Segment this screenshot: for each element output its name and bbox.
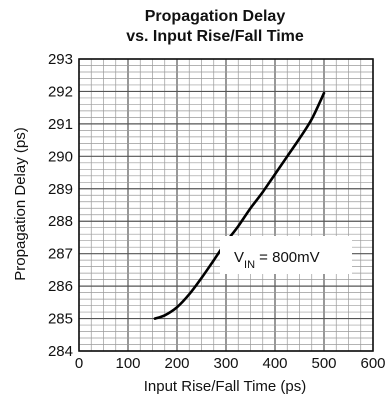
- annotation-rest: = 800mV: [255, 249, 320, 266]
- x-tick-label: 400: [262, 355, 287, 372]
- chart-subtitle: vs. Input Rise/Fall Time: [126, 28, 304, 45]
- annotation-text: VIN = 800mV: [234, 249, 320, 271]
- x-tick-label: 600: [360, 355, 385, 372]
- series-line: [153, 91, 326, 320]
- y-tick-label: 286: [48, 278, 73, 295]
- y-tick-label: 287: [48, 246, 73, 263]
- plot-border: [78, 58, 374, 352]
- y-tick-label: 284: [48, 343, 73, 360]
- grid: [78, 58, 374, 352]
- x-tick-label: 300: [213, 355, 238, 372]
- x-tick-label: 500: [311, 355, 336, 372]
- series-layer: [153, 91, 326, 320]
- y-axis-label: Propagation Delay (ps): [12, 127, 29, 280]
- plot-frame: [78, 58, 374, 352]
- annotation-sub: IN: [244, 259, 255, 271]
- y-tick-label: 285: [48, 311, 73, 328]
- y-tick-label: 293: [48, 51, 73, 68]
- x-axis-label: Input Rise/Fall Time (ps): [144, 378, 307, 395]
- y-tick-label: 288: [48, 213, 73, 230]
- x-tick-label: 0: [75, 355, 83, 372]
- y-tick-label: 289: [48, 181, 73, 198]
- x-tick-label: 200: [164, 355, 189, 372]
- annotation-main: V: [234, 249, 244, 266]
- x-tick-label: 100: [115, 355, 140, 372]
- y-tick-label: 290: [48, 148, 73, 165]
- chart-title: Propagation Delay: [145, 8, 286, 25]
- annotation-box: [220, 236, 352, 274]
- x-tick-labels: 0 100 200 300 400 500 600: [75, 355, 385, 372]
- y-tick-label: 292: [48, 83, 73, 100]
- y-tick-label: 291: [48, 116, 73, 133]
- y-tick-labels: 284 285 286 287 288 289 290 291 292 293: [48, 51, 73, 360]
- annotation: VIN = 800mV: [220, 236, 352, 274]
